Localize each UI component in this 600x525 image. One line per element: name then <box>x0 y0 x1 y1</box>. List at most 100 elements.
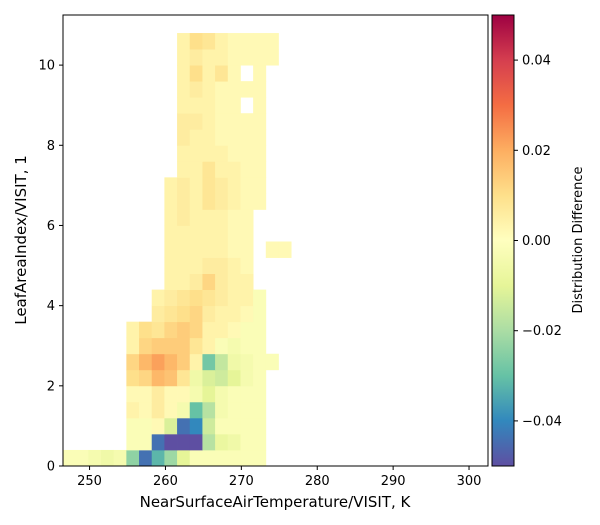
heatmap-cell <box>139 369 153 387</box>
heatmap-cell <box>189 225 203 242</box>
heatmap-cell <box>151 401 165 419</box>
heatmap-cell <box>202 145 216 162</box>
heatmap-cell <box>215 209 229 226</box>
heatmap-cell <box>240 321 254 339</box>
heatmap-cell <box>189 113 203 130</box>
heatmap-cell <box>253 321 267 339</box>
heatmap-cell <box>215 177 229 194</box>
heatmap-cell <box>151 289 165 307</box>
x-tick-label: 260 <box>153 474 178 489</box>
heatmap-cell <box>164 385 178 403</box>
heatmap-cell <box>253 401 267 419</box>
heatmap-cell <box>240 353 254 371</box>
plot-frame <box>62 14 489 467</box>
heatmap-cell <box>253 145 267 162</box>
heatmap-cell <box>177 401 191 419</box>
heatmap-cell <box>101 449 115 467</box>
heatmap-cell <box>253 97 267 114</box>
heatmap-cell <box>240 369 254 387</box>
heatmap-cell <box>253 161 267 178</box>
heatmap-cell <box>227 97 241 114</box>
heatmap-cell <box>139 337 153 355</box>
heatmap-cell <box>240 385 254 403</box>
heatmap-cell <box>265 33 279 50</box>
heatmap-cell <box>265 353 279 371</box>
heatmap-cell <box>240 401 254 419</box>
heatmap-cell <box>253 33 267 50</box>
heatmap-cell <box>177 289 191 307</box>
heatmap-cell <box>189 305 203 323</box>
heatmap-cell <box>164 321 178 339</box>
heatmap-cell <box>126 385 140 403</box>
heatmap-cell <box>227 81 241 98</box>
heatmap-cell <box>189 289 203 307</box>
heatmap-cell <box>177 209 191 226</box>
heatmap-cell <box>202 289 216 307</box>
heatmap-cell <box>189 241 203 258</box>
x-axis-label: NearSurfaceAirTemperature/VISIT, K <box>140 493 412 511</box>
y-tick-label: 8 <box>47 139 55 154</box>
heatmap-cell <box>126 433 140 451</box>
heatmap-cell <box>215 273 229 291</box>
heatmap-cell <box>126 369 140 387</box>
heatmap-cell <box>177 225 191 242</box>
heatmap-cell <box>189 257 203 274</box>
heatmap-cell <box>151 385 165 403</box>
y-tick-label: 10 <box>38 59 55 74</box>
heatmap-cell <box>253 81 267 98</box>
heatmap-cell <box>215 81 229 98</box>
heatmap-cell <box>227 449 241 467</box>
heatmap-cell <box>227 113 241 130</box>
heatmap-cell <box>151 353 165 371</box>
heatmap-cell <box>227 433 241 451</box>
heatmap-cell <box>202 353 216 371</box>
x-tick-label: 300 <box>457 474 482 489</box>
heatmap-cell <box>177 449 191 467</box>
heatmap-cell <box>227 289 241 307</box>
heatmap-cell <box>189 97 203 114</box>
heatmap-cell <box>177 49 191 66</box>
heatmap-cell <box>202 177 216 194</box>
heatmap-cell <box>240 193 254 210</box>
heatmap-cell <box>202 65 216 82</box>
heatmap-cell <box>202 225 216 242</box>
heatmap-cell <box>189 321 203 339</box>
heatmap-cell <box>202 433 216 451</box>
heatmap-cell <box>227 33 241 50</box>
heatmap-cell <box>253 449 267 467</box>
heatmap-cell <box>189 433 203 451</box>
heatmap-cell <box>177 321 191 339</box>
heatmap-cell <box>189 193 203 210</box>
heatmap-cell <box>126 401 140 419</box>
heatmap-cell <box>202 81 216 98</box>
colorbar-tick-label: −0.04 <box>522 414 562 429</box>
heatmap-cell <box>215 113 229 130</box>
heatmap-cell <box>215 369 229 387</box>
heatmap-cell <box>177 369 191 387</box>
heatmap-cell <box>240 289 254 307</box>
heatmap-cell <box>177 305 191 323</box>
heatmap-cell <box>189 177 203 194</box>
heatmap-cell <box>202 417 216 435</box>
heatmap-cell <box>151 337 165 355</box>
heatmap-cell <box>240 417 254 435</box>
heatmap-cell <box>177 113 191 130</box>
heatmap-cell <box>227 337 241 355</box>
heatmap-cell <box>215 161 229 178</box>
heatmap-cell <box>164 369 178 387</box>
heatmap-cell <box>177 257 191 274</box>
heatmap-cell <box>227 401 241 419</box>
heatmap-cell <box>227 65 241 82</box>
heatmap-cell <box>177 273 191 291</box>
heatmap-cell <box>253 193 267 210</box>
heatmap-cell <box>177 417 191 435</box>
heatmap-cell <box>227 177 241 194</box>
heatmap-cell <box>139 385 153 403</box>
heatmap-cell <box>177 65 191 82</box>
heatmap-cell <box>164 449 178 467</box>
heatmap-cell <box>265 49 279 66</box>
heatmap-cell <box>164 337 178 355</box>
heatmap-cell <box>126 449 140 467</box>
heatmap-cell <box>164 273 178 291</box>
heatmap-cell <box>278 241 292 258</box>
